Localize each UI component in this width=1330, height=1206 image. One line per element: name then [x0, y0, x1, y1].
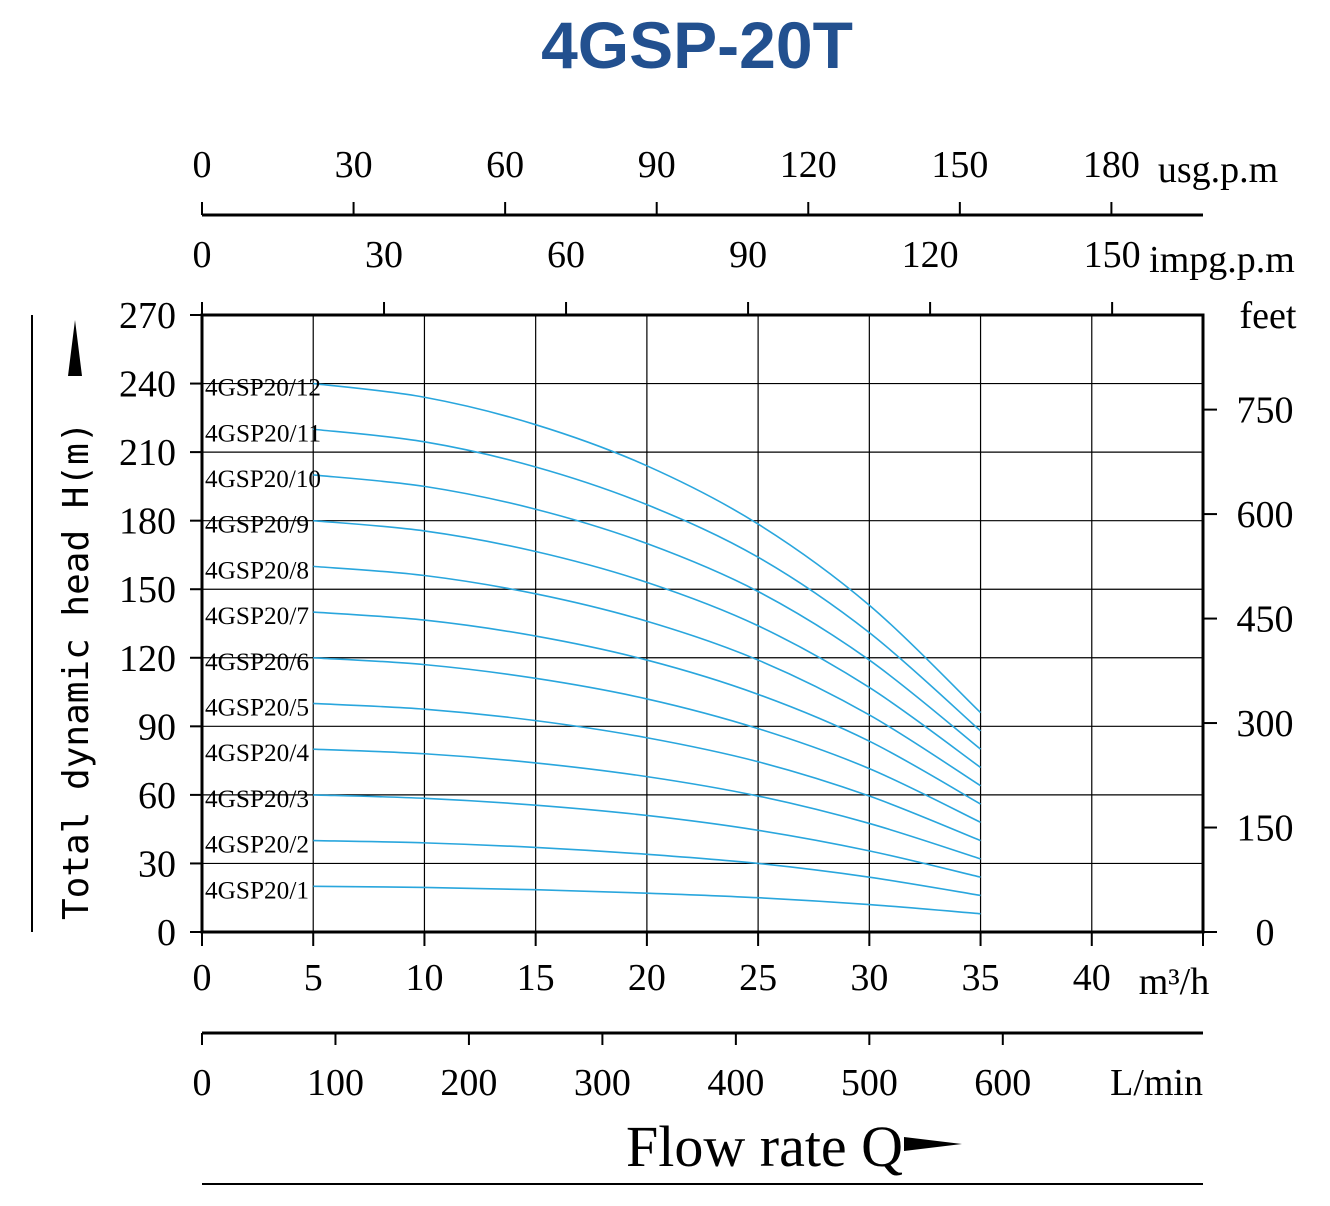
- x-axis-arrow-icon: [904, 1137, 962, 1151]
- lmin-axis-tick-label: 600: [974, 1062, 1031, 1104]
- left-axis-tick-label: 180: [119, 501, 176, 543]
- curve-label: 4GSP20/3: [205, 786, 309, 813]
- performance-curve: [313, 611, 981, 805]
- lmin-axis-tick-label: 200: [440, 1062, 497, 1104]
- usgpm-axis-tick-label: 120: [780, 144, 837, 186]
- usgpm-axis-tick-label: 180: [1083, 144, 1140, 186]
- chart-title: 4GSP-20T: [541, 8, 853, 82]
- x-axis-title: Flow rate Q: [626, 1114, 903, 1179]
- right-axis-tick-label: 0: [1256, 912, 1275, 954]
- impgpm-axis-tick-label: 150: [1084, 234, 1141, 276]
- curve-label: 4GSP20/4: [205, 740, 310, 767]
- right-axis-unit: feet: [1240, 295, 1297, 337]
- performance-curve: [313, 474, 982, 750]
- bottom-axis-tick-label: 10: [405, 957, 443, 999]
- left-axis-tick-label: 0: [157, 912, 176, 954]
- bottom-axis-tick-label: 25: [739, 957, 777, 999]
- plot-frame: [200, 313, 1205, 934]
- bottom-axis-tick-label: 5: [304, 957, 323, 999]
- curve-label: 4GSP20/12: [205, 375, 321, 402]
- left-axis-tick-label: 270: [119, 295, 176, 337]
- curve-label: 4GSP20/8: [205, 557, 309, 584]
- performance-curve: [313, 839, 981, 897]
- lmin-axis-tick-label: 100: [307, 1062, 364, 1104]
- bottom-axis-tick-label: 0: [193, 957, 212, 999]
- y-axis-arrow-icon: [68, 320, 82, 376]
- performance-curve: [313, 702, 981, 842]
- curves: [313, 382, 982, 915]
- left-axis-tick-label: 210: [119, 432, 176, 474]
- left-axis-tick-label: 240: [119, 364, 176, 406]
- usgpm-axis-unit: usg.p.m: [1158, 149, 1278, 191]
- left-axis-tick-label: 120: [119, 638, 176, 680]
- bottom-axis-tick-label: 30: [850, 957, 888, 999]
- curve-labels: 4GSP20/1 4GSP20/2 4GSP20/3 4GSP20/4 4GSP20/5…: [205, 375, 321, 905]
- curve-label: 4GSP20/10: [205, 466, 321, 493]
- left-axis-tick-label: 150: [119, 569, 176, 611]
- performance-curve: [313, 885, 981, 915]
- axes: 0306090120150180210240270015030045060075…: [119, 144, 1297, 1104]
- impgpm-axis-unit: impg.p.m: [1149, 239, 1295, 281]
- impgpm-axis-tick-label: 120: [902, 234, 959, 276]
- grid: [202, 315, 1203, 932]
- performance-curve: [313, 428, 982, 732]
- usgpm-axis-tick-label: 90: [638, 144, 676, 186]
- left-axis-tick-label: 30: [138, 843, 176, 885]
- impgpm-axis-tick-label: 90: [729, 234, 767, 276]
- y-axis-title: Total dynamic head H(m): [56, 422, 97, 921]
- right-axis-tick-label: 750: [1237, 390, 1294, 432]
- bottom-axis-unit: m³/h: [1139, 961, 1210, 1003]
- right-axis-tick-label: 600: [1237, 494, 1294, 536]
- curve-label: 4GSP20/2: [205, 832, 309, 859]
- impgpm-axis-tick-label: 60: [547, 234, 585, 276]
- right-axis-tick-label: 150: [1237, 808, 1294, 850]
- curve-label: 4GSP20/5: [205, 694, 309, 721]
- performance-curve: [313, 382, 982, 714]
- usgpm-axis-tick-label: 60: [486, 144, 524, 186]
- curve-label: 4GSP20/1: [205, 877, 309, 904]
- right-axis-tick-label: 450: [1237, 599, 1294, 641]
- left-axis-tick-label: 60: [138, 775, 176, 817]
- performance-curve: [313, 656, 981, 824]
- left-axis-tick-label: 90: [138, 706, 176, 748]
- lmin-axis-tick-label: 400: [707, 1062, 764, 1104]
- bottom-axis-tick-label: 20: [628, 957, 666, 999]
- usgpm-axis-tick-label: 30: [335, 144, 373, 186]
- lmin-axis-unit: L/min: [1110, 1062, 1203, 1104]
- performance-curve: [313, 794, 981, 878]
- bottom-axis-tick-label: 35: [962, 957, 1000, 999]
- performance-curve: [313, 748, 981, 860]
- usgpm-axis-tick-label: 0: [193, 144, 212, 186]
- bottom-axis-tick-label: 15: [517, 957, 555, 999]
- usgpm-axis-tick-label: 150: [931, 144, 988, 186]
- right-axis-tick-label: 300: [1237, 703, 1294, 745]
- curve-label: 4GSP20/9: [205, 512, 309, 539]
- bottom-axis-tick-label: 40: [1073, 957, 1111, 999]
- lmin-axis-tick-label: 500: [841, 1062, 898, 1104]
- performance-curve: [313, 565, 981, 787]
- lmin-axis-tick-label: 300: [574, 1062, 631, 1104]
- lmin-axis-tick-label: 0: [193, 1062, 212, 1104]
- performance-curve: [313, 519, 982, 769]
- curve-label: 4GSP20/11: [205, 420, 321, 447]
- impgpm-axis-tick-label: 30: [365, 234, 403, 276]
- curve-label: 4GSP20/7: [205, 603, 309, 630]
- curve-label: 4GSP20/6: [205, 649, 309, 676]
- impgpm-axis-tick-label: 0: [193, 234, 212, 276]
